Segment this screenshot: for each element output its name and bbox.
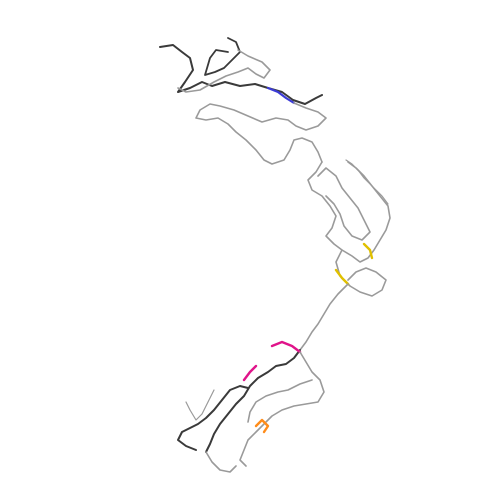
- coil-mid-grey: [307, 161, 391, 297]
- coil-linker-grey: [299, 283, 349, 351]
- coil-top-grey: [177, 49, 327, 165]
- coil-top-blue: [266, 86, 296, 105]
- coil-mid-yellow: [334, 242, 374, 286]
- coil-bottom-grey: [205, 351, 325, 473]
- coil-bottom-orange: [254, 418, 270, 434]
- coil-bottom-dark: [177, 349, 301, 453]
- coil-faint-strands: [185, 159, 389, 421]
- coil-bottom-pink: [242, 340, 302, 382]
- coil-top-dark-2: [204, 37, 241, 76]
- coil-top-dark: [159, 44, 323, 105]
